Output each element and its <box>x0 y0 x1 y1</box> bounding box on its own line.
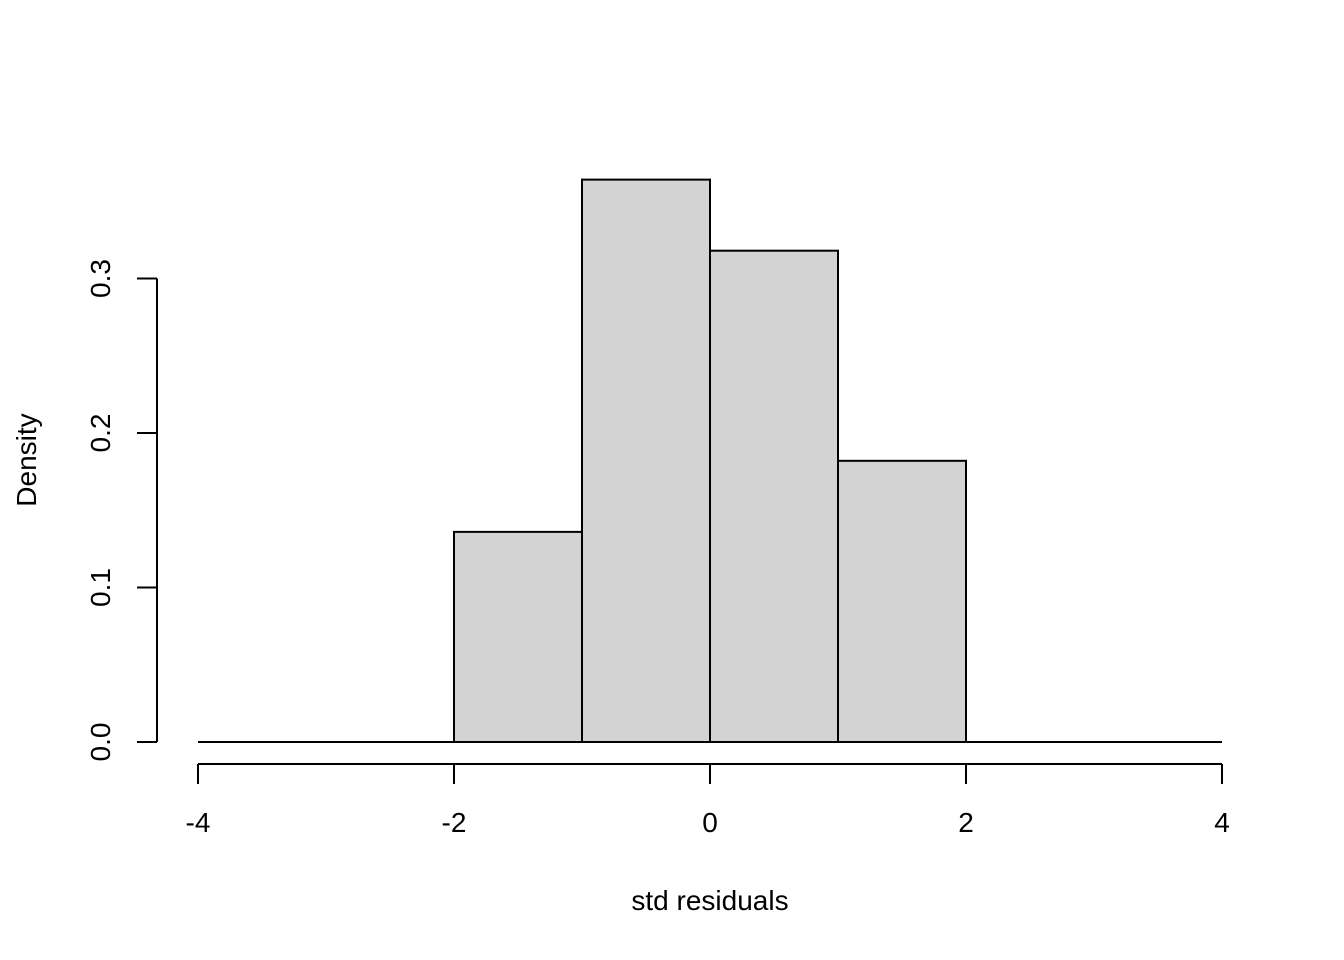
histogram-bar <box>837 459 967 743</box>
y-tick-label: 0.3 <box>85 259 116 298</box>
x-tick-label: -2 <box>442 807 467 838</box>
x-axis: -4 -2 0 2 4 <box>186 763 1230 838</box>
y-axis-label: Density <box>11 413 42 506</box>
histogram-bar <box>453 530 583 743</box>
histogram-bars <box>198 178 1222 743</box>
y-tick-label: 0.1 <box>85 568 116 607</box>
y-tick-label: 0.0 <box>85 723 116 762</box>
y-tick-label: 0.2 <box>85 414 116 453</box>
x-tick-label: 4 <box>1214 807 1230 838</box>
x-axis-label: std residuals <box>631 885 788 916</box>
histogram-bar <box>709 249 839 743</box>
histogram-bar <box>581 178 711 743</box>
x-tick-label: 2 <box>958 807 974 838</box>
x-tick-label: 0 <box>702 807 718 838</box>
x-tick-label: -4 <box>186 807 211 838</box>
y-axis: 0.0 0.1 0.2 0.3 <box>85 259 158 762</box>
